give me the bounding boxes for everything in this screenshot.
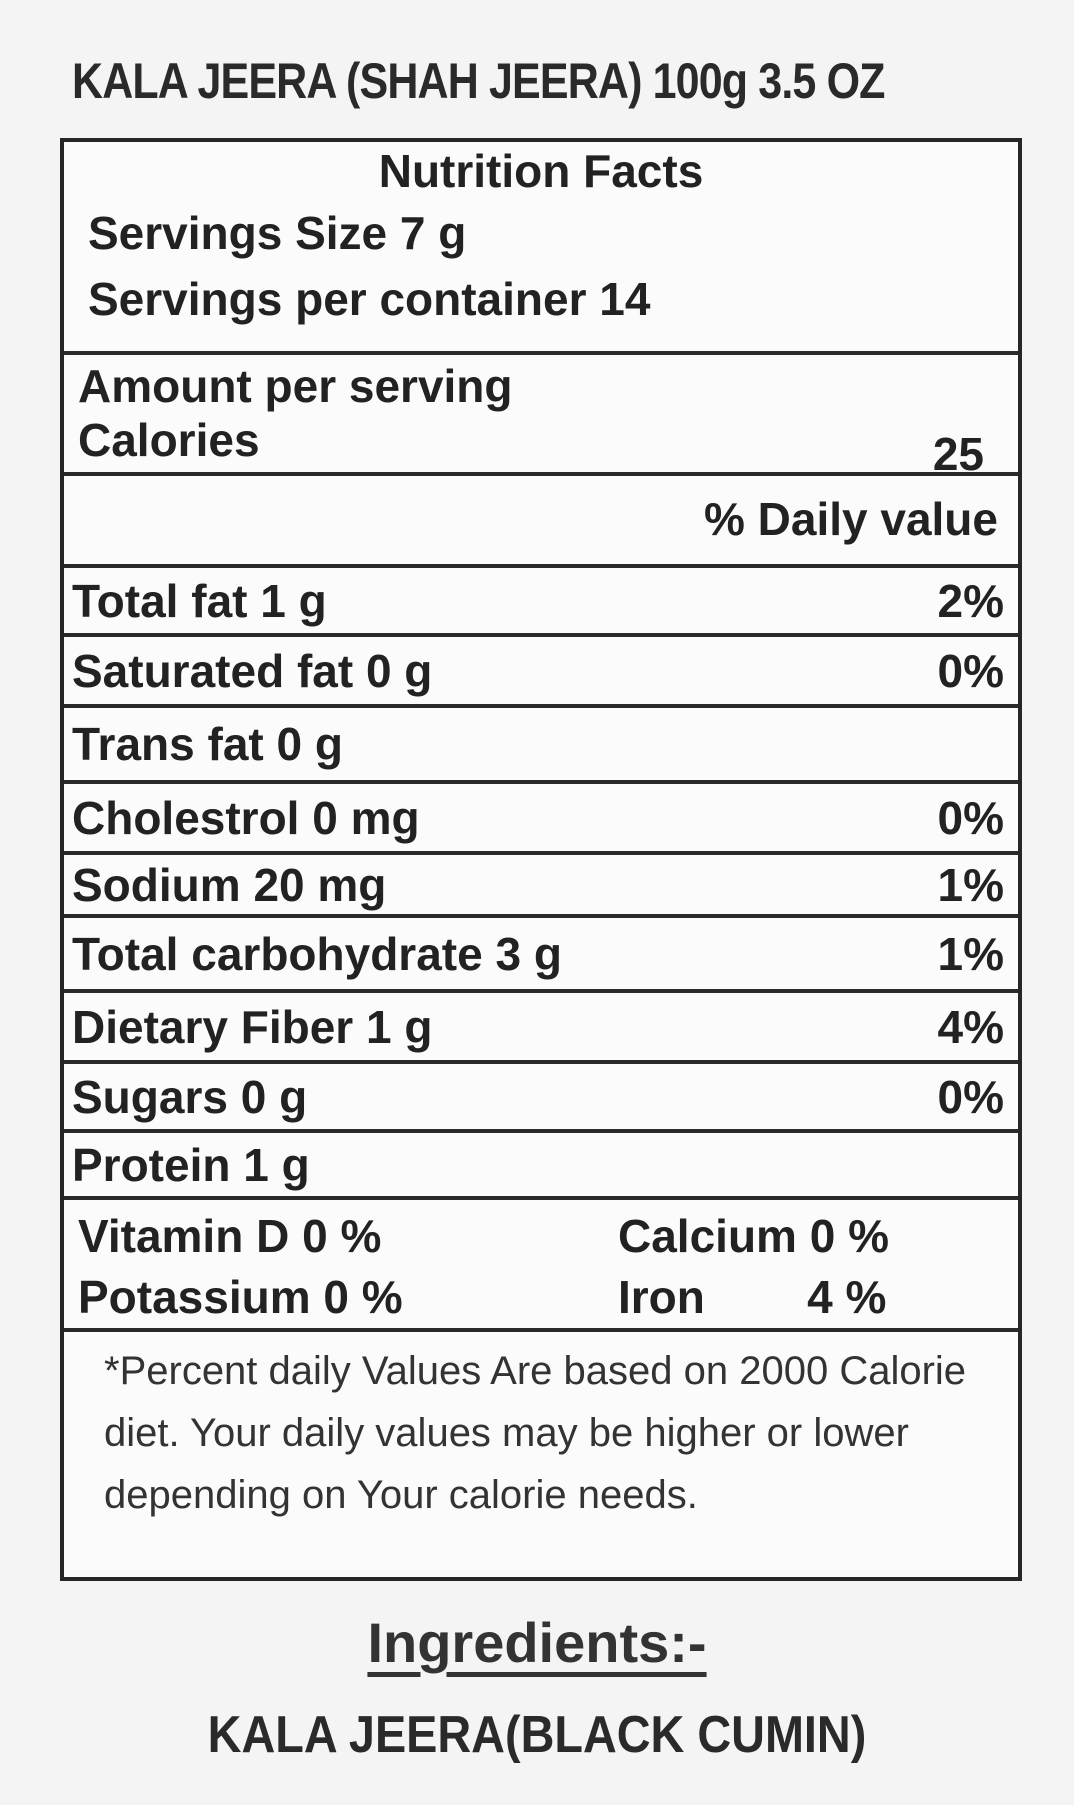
serving-section: Nutrition Facts Servings Size 7 g Servin… xyxy=(64,142,1018,355)
calories-value: 25 xyxy=(932,428,984,480)
ingredients-text: KALA JEERA(BLACK CUMIN) xyxy=(207,1706,867,1764)
nutrient-row: Cholestrol 0 mg 0% xyxy=(64,784,1018,855)
nutrient-dv: 1% xyxy=(937,858,1004,911)
nutrient-row: Total carbohydrate 3 g 1% xyxy=(64,918,1018,993)
nutrient-dv: 2% xyxy=(937,574,1004,627)
nutrient-label: Saturated fat 0 g xyxy=(72,644,433,697)
nutrient-label: Total carbohydrate 3 g xyxy=(72,927,562,980)
nutrient-dv: 1% xyxy=(937,927,1004,980)
potassium: Potassium 0 % xyxy=(78,1271,403,1323)
serving-size: Servings Size 7 g xyxy=(88,207,467,259)
ingredients-heading: Ingredients:- xyxy=(0,1610,1074,1675)
nutrient-dv: 0% xyxy=(937,1070,1004,1123)
nutrient-label: Sodium 20 mg xyxy=(72,858,387,911)
calories-section: Amount per serving Calories 25 xyxy=(64,355,1018,480)
ingredients-heading-text: Ingredients:- xyxy=(367,1611,707,1674)
nutrient-row: Total fat 1 g 2% xyxy=(64,568,1018,637)
servings-per-container: Servings per container 14 xyxy=(88,273,651,325)
nutrient-dv: 0% xyxy=(937,644,1004,697)
nutrient-row: Sugars 0 g 0% xyxy=(64,1064,1018,1133)
vitamin-d: Vitamin D 0 % xyxy=(78,1210,382,1262)
nutrient-row: Protein 1 g xyxy=(64,1133,1018,1200)
vitamins-section: Vitamin D 0 % Calcium 0 % Potassium 0 % … xyxy=(64,1200,1018,1332)
daily-value-header: % Daily value xyxy=(64,476,1018,568)
footnote: *Percent daily Values Are based on 2000 … xyxy=(104,1349,967,1517)
product-title: KALA JEERA (SHAH JEERA) 100g 3.5 OZ xyxy=(72,53,885,109)
nutrition-facts-label: Nutrition Facts Servings Size 7 g Servin… xyxy=(60,138,1022,1581)
nutrient-label: Dietary Fiber 1 g xyxy=(72,1000,433,1053)
calories-label: Calories xyxy=(78,414,260,466)
calcium: Calcium 0 % xyxy=(618,1210,889,1262)
nutrient-label: Trans fat 0 g xyxy=(72,718,343,770)
nutrient-row: Saturated fat 0 g 0% xyxy=(64,637,1018,708)
nutrient-row: Dietary Fiber 1 g 4% xyxy=(64,993,1018,1064)
nutrition-heading: Nutrition Facts xyxy=(378,145,704,197)
nutrient-row: Trans fat 0 g xyxy=(64,708,1018,784)
nutrient-label: Total fat 1 g xyxy=(72,574,327,627)
nutrient-label: Cholestrol 0 mg xyxy=(72,791,420,844)
nutrient-label: Protein 1 g xyxy=(72,1138,310,1191)
nutrient-row: Sodium 20 mg 1% xyxy=(64,855,1018,918)
nutrient-dv: 4% xyxy=(937,1000,1004,1053)
iron: Iron 4 % xyxy=(618,1271,887,1323)
nutrient-dv: 0% xyxy=(937,791,1004,844)
amount-per-serving: Amount per serving xyxy=(78,360,513,412)
nutrient-label: Sugars 0 g xyxy=(72,1070,308,1123)
